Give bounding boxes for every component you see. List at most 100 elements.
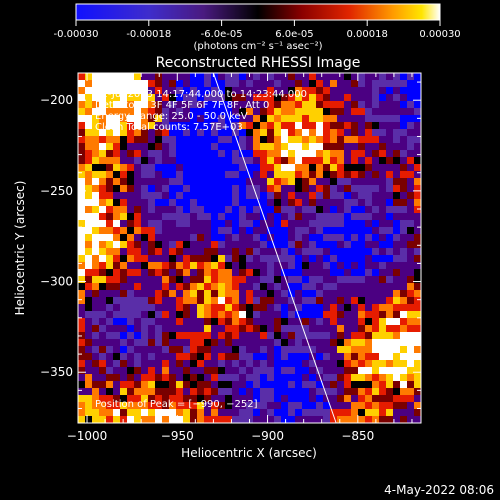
heatmap-cell [344, 178, 352, 186]
heatmap-cell [141, 94, 149, 102]
heatmap-cell [260, 101, 268, 109]
heatmap-cell [78, 416, 86, 423]
heatmap-cell [169, 213, 177, 221]
heatmap-cell [162, 339, 170, 347]
heatmap-cell [190, 115, 198, 123]
heatmap-cell [267, 150, 275, 158]
heatmap-cell [281, 262, 289, 270]
heatmap-cell [169, 346, 177, 354]
heatmap-cell [197, 248, 205, 256]
heatmap-cell [414, 409, 421, 417]
heatmap-cell [190, 248, 198, 256]
heatmap-cell [197, 409, 205, 417]
heatmap-cell [211, 402, 219, 410]
heatmap-cell [365, 213, 373, 221]
heatmap-cell [295, 262, 303, 270]
heatmap-cell [162, 297, 170, 305]
heatmap-cell [386, 402, 394, 410]
heatmap-cell [400, 360, 408, 368]
heatmap-cell [120, 332, 128, 340]
heatmap-cell [169, 276, 177, 284]
heatmap-cell [183, 101, 191, 109]
heatmap-cell [323, 353, 331, 361]
heatmap-cell [302, 297, 310, 305]
heatmap-cell [302, 269, 310, 277]
heatmap-cell [337, 339, 345, 347]
heatmap-cell [407, 234, 415, 242]
heatmap-cell [309, 311, 317, 319]
heatmap-cell [351, 150, 359, 158]
heatmap-cell [351, 402, 359, 410]
heatmap-cell [162, 192, 170, 200]
heatmap-cell [155, 311, 163, 319]
heatmap-cell [372, 94, 380, 102]
heatmap-cell [141, 164, 149, 172]
heatmap-cell [365, 192, 373, 200]
heatmap-cell [141, 276, 149, 284]
heatmap-cell [78, 360, 86, 368]
heatmap-cell [344, 248, 352, 256]
heatmap-cell [330, 276, 338, 284]
heatmap-cell [85, 374, 93, 382]
heatmap-cell [85, 381, 93, 389]
heatmap-cell [190, 276, 198, 284]
heatmap-cell [386, 276, 394, 284]
heatmap-cell [302, 416, 310, 423]
heatmap-cell [190, 122, 198, 130]
heatmap-cell [288, 129, 296, 137]
heatmap-cell [302, 325, 310, 333]
heatmap-cell [288, 80, 296, 88]
heatmap-cell [281, 220, 289, 228]
heatmap-cell [246, 157, 254, 165]
heatmap-cell [274, 395, 282, 403]
heatmap-cell [246, 332, 254, 340]
heatmap-cell [253, 255, 261, 263]
heatmap-cell [204, 353, 212, 361]
heatmap-cell [218, 227, 226, 235]
heatmap-cell [155, 332, 163, 340]
heatmap-cell [414, 136, 421, 144]
heatmap-cell [407, 381, 415, 389]
heatmap-cell [92, 73, 100, 81]
heatmap-cell [386, 339, 394, 347]
heatmap-cell [407, 318, 415, 326]
heatmap-cell [183, 339, 191, 347]
heatmap-cell [393, 185, 401, 193]
heatmap-cell [92, 192, 100, 200]
heatmap-cell [190, 199, 198, 207]
heatmap-cell [204, 122, 212, 130]
heatmap-cell [239, 269, 247, 277]
heatmap-cell [386, 269, 394, 277]
heatmap-cell [218, 157, 226, 165]
heatmap-cell [225, 227, 233, 235]
heatmap-cell [253, 297, 261, 305]
heatmap-cell [267, 395, 275, 403]
heatmap-cell [302, 311, 310, 319]
heatmap-cell [155, 220, 163, 228]
heatmap-cell [372, 381, 380, 389]
colorbar-units-label: (photons cm⁻² s⁻¹ asec⁻²) [193, 41, 322, 52]
heatmap-cell [204, 164, 212, 172]
heatmap-cell [372, 283, 380, 291]
heatmap-cell [218, 206, 226, 214]
heatmap-cell [288, 325, 296, 333]
heatmap-cell [148, 87, 156, 95]
heatmap-cell [351, 416, 359, 423]
heatmap-cell [253, 143, 261, 151]
heatmap-cell [183, 213, 191, 221]
heatmap-cell [267, 262, 275, 270]
heatmap-cell [155, 129, 163, 137]
heatmap-cell [225, 395, 233, 403]
heatmap-cell [183, 227, 191, 235]
heatmap-cell [113, 122, 121, 130]
heatmap-cell [183, 325, 191, 333]
heatmap-cell [358, 213, 366, 221]
heatmap-cell [267, 94, 275, 102]
heatmap-cell [414, 276, 421, 284]
heatmap-cell [414, 290, 421, 298]
heatmap-cell [85, 325, 93, 333]
heatmap-cell [309, 374, 317, 382]
heatmap-cell [218, 374, 226, 382]
heatmap-cell [393, 87, 401, 95]
heatmap-cell [162, 388, 170, 396]
